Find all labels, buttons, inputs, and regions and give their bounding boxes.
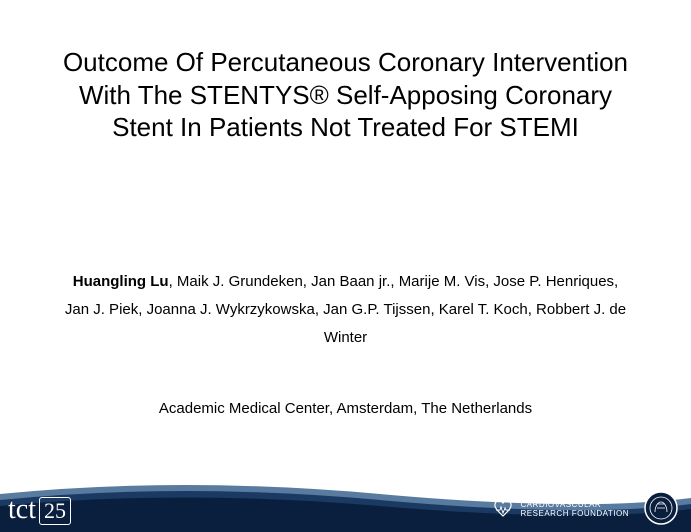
crf-line2: RESEARCH FOUNDATION [521,510,629,519]
slide-title: Outcome Of Percutaneous Coronary Interve… [60,46,631,144]
tct-logo: tct 25 [8,494,71,526]
authors-list: Huangling Lu, Maik J. Grundeken, Jan Baa… [60,268,631,351]
slide: Outcome Of Percutaneous Coronary Interve… [0,0,691,532]
affiliation: Academic Medical Center, Amsterdam, The … [60,400,631,417]
footer: tct 25 CARDIOVASCULAR RESEARCH FOUNDATIO… [0,474,691,532]
tct-text: tct [8,494,36,526]
seal-icon [643,490,679,526]
first-author: Huangling Lu [73,273,169,290]
crf-logo-block: CARDIOVASCULAR RESEARCH FOUNDATION [491,498,629,522]
crf-heart-icon [491,498,515,522]
tct-number: 25 [39,497,71,525]
crf-text: CARDIOVASCULAR RESEARCH FOUNDATION [521,501,629,519]
